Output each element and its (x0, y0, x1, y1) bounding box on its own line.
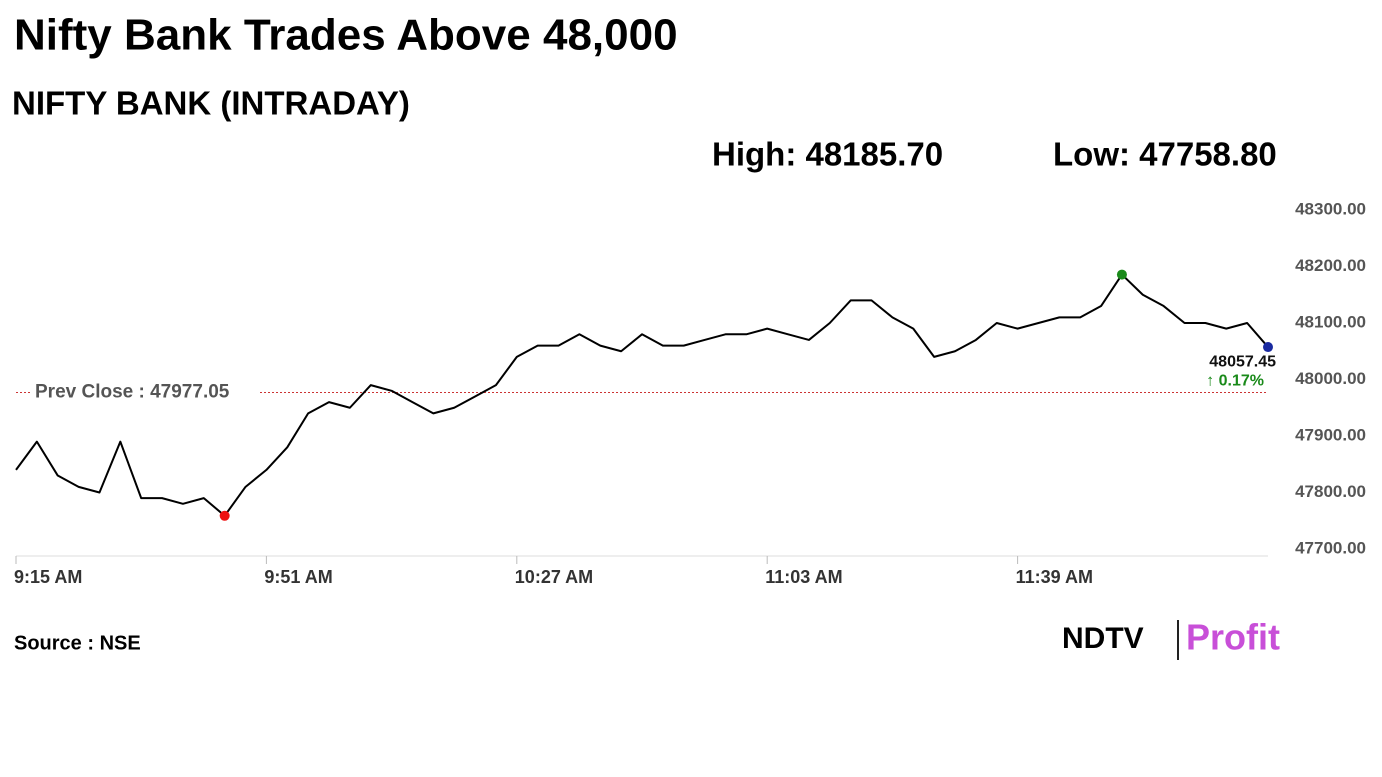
x-tick-label: 9:15 AM (14, 567, 82, 587)
x-tick-label: 11:39 AM (1016, 567, 1093, 587)
y-tick-label: 47700.00 (1295, 538, 1366, 557)
logo-ndtv: NDTV (1062, 622, 1144, 655)
low-label: Low: 47758.80 (1053, 136, 1277, 173)
y-tick-label: 47900.00 (1295, 425, 1366, 444)
high-label: High: 48185.70 (712, 136, 943, 173)
prev-close-label: Prev Close : 47977.05 (35, 381, 230, 402)
source: Source : NSE (14, 632, 141, 654)
y-tick-label: 48100.00 (1295, 312, 1366, 331)
chart-title: Nifty Bank Trades Above 48,000 (14, 11, 678, 60)
chart-subtitle: NIFTY BANK (INTRADAY) (12, 85, 410, 122)
logo-profit: Profit (1186, 617, 1280, 658)
y-tick-label: 48300.00 (1295, 199, 1366, 218)
y-tick-label: 47800.00 (1295, 482, 1366, 501)
x-tick-label: 11:03 AM (765, 567, 842, 587)
last-value-label: 48057.45 (1209, 353, 1276, 370)
prev-close-bg (30, 379, 258, 404)
x-tick-label: 10:27 AM (515, 567, 593, 587)
high-marker (1116, 269, 1127, 280)
change-label: ↑ 0.17% (1206, 372, 1264, 389)
y-tick-label: 48000.00 (1295, 369, 1366, 388)
x-tick-label: 9:51 AM (264, 567, 332, 587)
y-tick-label: 48200.00 (1295, 256, 1366, 275)
low-marker (219, 510, 230, 521)
last-marker (1263, 342, 1273, 353)
